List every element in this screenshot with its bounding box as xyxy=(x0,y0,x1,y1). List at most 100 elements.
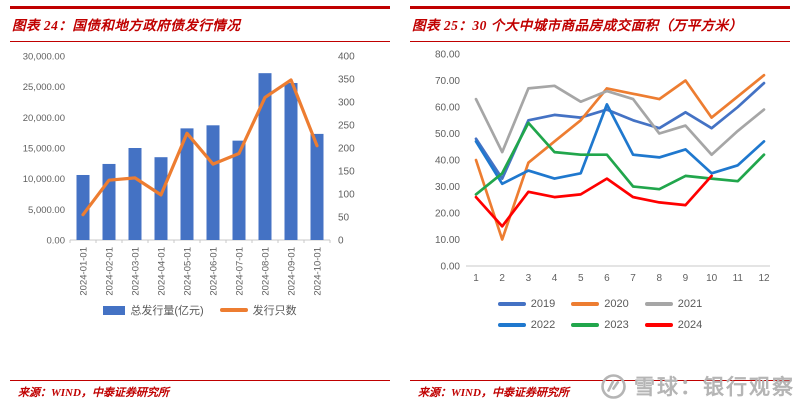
legend-item-2020: 2020 xyxy=(571,298,629,311)
right-axis-tick: 200 xyxy=(338,144,355,155)
y-axis-tick: 40.00 xyxy=(435,156,460,167)
bar xyxy=(310,134,324,241)
x-axis-label: 8 xyxy=(656,273,662,284)
chart25-legend: 2019 2020 2021 2022 2023 2024 xyxy=(410,298,790,331)
x-axis-label: 11 xyxy=(733,273,744,284)
x-axis-label: 2024-08-01 xyxy=(261,247,272,296)
y-axis-tick: 30.00 xyxy=(435,182,460,193)
left-axis-tick: 5,000.00 xyxy=(28,205,65,216)
legend-label: 2019 xyxy=(530,298,556,311)
x-axis-label: 2024-05-01 xyxy=(183,247,194,296)
x-axis-label: 9 xyxy=(683,273,689,284)
x-axis-label: 5 xyxy=(578,273,584,284)
bar xyxy=(258,73,272,241)
x-axis-label: 12 xyxy=(758,273,770,284)
bar xyxy=(102,164,116,241)
left-axis-tick: 30,000.00 xyxy=(23,52,65,63)
left-axis-tick: 25,000.00 xyxy=(23,82,65,93)
chart24-title: 图表 24：国债和地方政府债发行情况 xyxy=(12,18,241,33)
legend-row-2: 2022 2023 2024 xyxy=(497,319,703,332)
issuance-bars xyxy=(76,73,324,241)
chart24-source-note: 来源：WIND，中泰证券研究所 xyxy=(18,387,169,399)
x-axis-label: 7 xyxy=(630,273,636,284)
left-axis-tick: 0.00 xyxy=(47,236,66,247)
x-axis-label: 2024-03-01 xyxy=(131,247,142,296)
x-axis-label: 3 xyxy=(526,273,532,284)
x-axis-label: 2024-04-01 xyxy=(157,247,168,296)
left-axis-tick: 20,000.00 xyxy=(23,113,65,124)
housing-sales-chart: 0.00 10.00 20.00 30.00 40.00 50.00 60.00 70.00 8… xyxy=(435,50,770,284)
year-line-2022 xyxy=(474,103,766,186)
x-axis-label: 10 xyxy=(706,273,718,284)
issuance-count-line xyxy=(81,78,319,217)
line-swatch-icon xyxy=(571,323,600,328)
bar xyxy=(284,83,298,241)
source-rule xyxy=(410,380,790,381)
legend-item-发行只数: 发行只数 xyxy=(219,302,297,318)
line-swatch-icon xyxy=(497,302,526,307)
bar-swatch-icon xyxy=(103,305,126,315)
y-axis-tick: 50.00 xyxy=(435,129,460,140)
panel-chart-25: 图表 25：30 个大中城市商品房成交面积（万平方米） 0.00 10.00 20.… xyxy=(400,0,800,406)
x-axis-label: 2024-06-01 xyxy=(209,247,220,296)
bond-issuance-chart: 0.00 5,000.00 10,000.00 15,000.00 20,000.00 2… xyxy=(23,52,355,296)
x-axis-label: 4 xyxy=(552,273,558,284)
y-axis-tick: 10.00 xyxy=(435,235,460,246)
bar xyxy=(206,125,220,241)
line-swatch-icon xyxy=(497,323,526,328)
top-rule xyxy=(10,6,390,9)
legend-row-1: 2019 2020 2021 xyxy=(497,298,703,311)
chart24-legend: 总发行量(亿元) 发行只数 xyxy=(10,302,390,318)
legend-label: 2020 xyxy=(604,298,629,311)
chart25-title: 图表 25：30 个大中城市商品房成交面积（万平方米） xyxy=(412,18,743,33)
y-axis-tick: 70.00 xyxy=(435,76,460,87)
line-swatch-icon xyxy=(644,323,673,328)
legend-item-2021: 2021 xyxy=(644,298,703,311)
x-axis-label: 2024-07-01 xyxy=(235,247,246,296)
chart25-source-note: 来源：WIND，中泰证券研究所 xyxy=(418,387,569,399)
panel-chart-24: 图表 24：国债和地方政府债发行情况 0.00 5,000.00 10,000.00… xyxy=(10,6,390,399)
right-axis-tick: 150 xyxy=(338,167,355,178)
xueqiu-logo-icon xyxy=(601,373,626,399)
right-axis-tick: 50 xyxy=(338,213,350,224)
title-rule xyxy=(410,41,790,43)
legend-item-2019: 2019 xyxy=(497,298,556,311)
bar xyxy=(180,128,194,241)
line-swatch-icon xyxy=(571,302,600,307)
right-axis-tick: 0 xyxy=(338,236,344,247)
year-line-2023 xyxy=(474,121,766,196)
x-axis-label: 1 xyxy=(473,273,479,284)
x-axis-label: 2 xyxy=(499,273,505,284)
bar xyxy=(76,175,90,241)
right-axis-tick: 300 xyxy=(338,98,355,109)
left-axis-tick: 10,000.00 xyxy=(23,174,65,185)
legend-label: 2023 xyxy=(604,319,629,332)
legend-label: 发行只数 xyxy=(252,305,297,318)
legend-label: 2024 xyxy=(677,319,703,332)
right-axis-tick: 350 xyxy=(338,75,355,86)
y-axis-tick: 60.00 xyxy=(435,103,460,114)
year-line-2024 xyxy=(474,174,713,228)
bar xyxy=(128,148,142,241)
legend-label: 2022 xyxy=(530,319,556,332)
left-axis-tick: 15,000.00 xyxy=(23,144,65,155)
line-swatch-icon xyxy=(644,302,673,307)
x-axis-label: 2024-09-01 xyxy=(287,247,298,296)
watermark-text: 雪球：银行观察 xyxy=(634,376,795,399)
x-axis-label: 2024-02-01 xyxy=(105,247,116,296)
y-axis-tick: 80.00 xyxy=(435,50,460,61)
spacer xyxy=(10,318,390,380)
source-rule xyxy=(10,380,390,381)
x-axis-label: 2024-01-01 xyxy=(79,247,90,296)
y-axis-tick: 20.00 xyxy=(435,209,460,220)
right-axis-tick: 100 xyxy=(338,190,355,201)
bar xyxy=(232,140,246,241)
line-swatch-icon xyxy=(219,308,248,313)
x-axis-label: 6 xyxy=(604,273,610,284)
year-line-2020 xyxy=(474,74,766,242)
right-axis-tick: 400 xyxy=(338,52,355,63)
top-rule xyxy=(410,6,790,9)
legend-item-2023: 2023 xyxy=(571,319,629,332)
year-line-2021 xyxy=(474,84,766,157)
legend-label: 2021 xyxy=(677,298,703,311)
